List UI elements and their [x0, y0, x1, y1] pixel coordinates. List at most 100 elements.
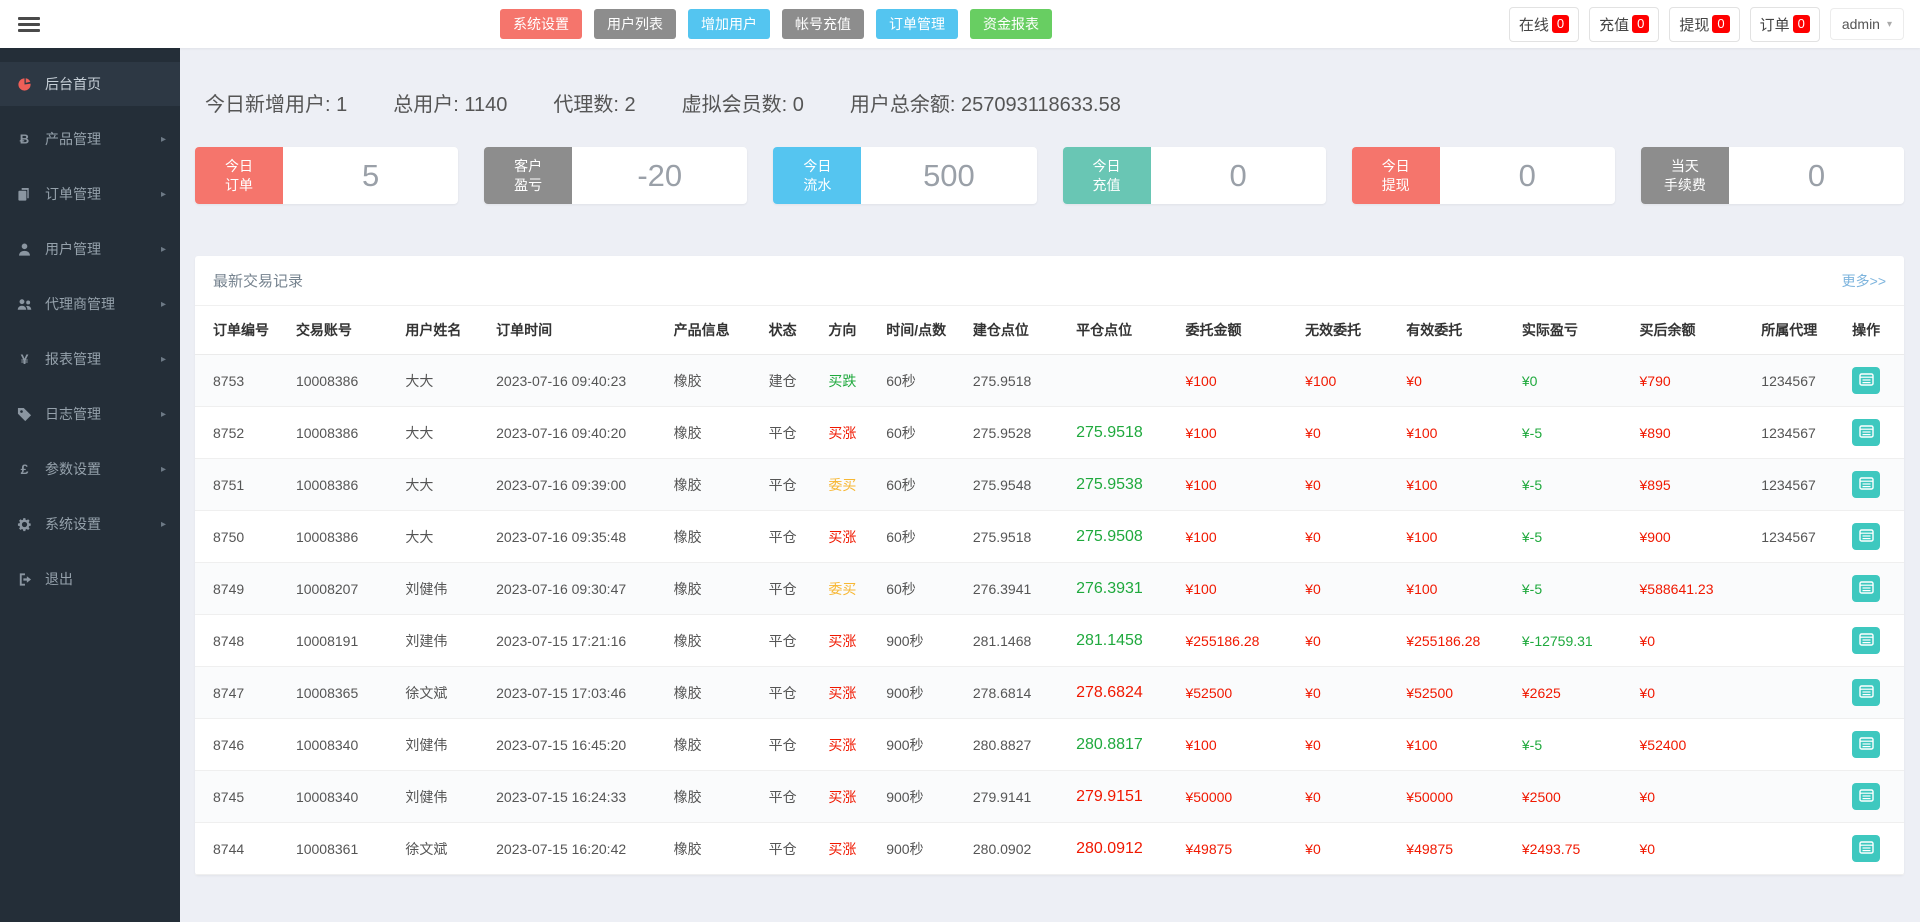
summary-用户总余额: 用户总余额257093118633.58: [850, 88, 1121, 117]
chevron-right-icon: ▸: [160, 133, 166, 145]
view-detail-button[interactable]: [1852, 731, 1881, 758]
view-detail-button[interactable]: [1852, 367, 1881, 394]
sidebar-item-代理商管理[interactable]: 代理商管理 ▸: [0, 282, 180, 326]
latest-trades-panel: 最新交易记录 更多>> 订单编号 交易账号 用户姓名 订单时间 产品信息 状态 方向 时间/点…: [195, 256, 1904, 875]
sidebar-item-用户管理[interactable]: 用户管理 ▸: [0, 227, 180, 271]
sidebar-item-订单管理[interactable]: 订单管理 ▸: [0, 172, 180, 216]
table-cell: ¥100: [1299, 354, 1401, 407]
table-cell: 60秒: [880, 406, 967, 459]
table-cell-operation: [1846, 666, 1904, 719]
table-cell: ¥890: [1633, 406, 1756, 459]
counter-充值[interactable]: 充值 0: [1589, 6, 1660, 42]
stat-card-当天手续费: 当天 手续费 0: [1640, 147, 1905, 204]
table-cell: 280.0902: [966, 822, 1071, 875]
table-cell: ¥-5: [1515, 510, 1634, 563]
table-cell: 2023-07-16 09:40:20: [490, 406, 668, 459]
sidebar-item-参数设置[interactable]: £ 参数设置 ▸: [0, 447, 180, 491]
table-row: 8751 10008386 大大 2023-07-16 09:39:00 橡胶 平仓 委买 6…: [195, 458, 1904, 511]
table-cell: 2023-07-16 09:40:23: [490, 354, 668, 407]
table-row: 8749 10008207 刘健伟 2023-07-16 09:30:47 橡胶 平仓 委买…: [195, 562, 1904, 615]
order-detail-icon: [1858, 424, 1874, 441]
summary-今日新增用户: 今日新增用户1: [205, 88, 347, 117]
table-cell: 900秒: [880, 614, 967, 667]
table-cell-operation: [1846, 562, 1904, 615]
view-detail-button[interactable]: [1852, 523, 1881, 550]
table-cell: ¥100: [1400, 718, 1516, 771]
sidebar-item-系统设置[interactable]: 系统设置 ▸: [0, 502, 180, 546]
order-detail-icon: [1858, 840, 1874, 857]
sidebar-item-label: 订单管理: [45, 186, 101, 202]
table-cell: 2023-07-16 09:39:00: [490, 458, 668, 511]
table-cell: ¥-5: [1515, 406, 1634, 459]
sidebar-item-日志管理[interactable]: 日志管理 ▸: [0, 392, 180, 436]
header-button-用户列表[interactable]: 用户列表: [594, 9, 676, 39]
counter-label: 在线: [1518, 16, 1549, 34]
table-cell: ¥0: [1299, 614, 1401, 667]
stat-card-label-line2: 提现: [1381, 176, 1410, 193]
table-cell: ¥100: [1179, 458, 1300, 511]
stat-cards: 今日 订单 5 客户 盈亏 -20 今日 流水 500 今日 充值 0 今日 提现 0 当天 手续费 0: [195, 147, 1905, 204]
view-detail-button[interactable]: [1852, 419, 1881, 446]
view-detail-button[interactable]: [1852, 575, 1881, 602]
param-icon: £: [14, 462, 34, 477]
counter-订单[interactable]: 订单 0: [1749, 6, 1820, 42]
counter-在线[interactable]: 在线 0: [1508, 6, 1580, 42]
table-cell: 281.1468: [966, 614, 1071, 667]
header-button-帐号充值[interactable]: 帐号充值: [782, 9, 864, 39]
table-row: 8745 10008340 刘健伟 2023-07-15 16:24:33 橡胶 平仓 买涨…: [195, 770, 1904, 823]
table-cell-operation: [1846, 822, 1904, 875]
table-cell: 10008207: [289, 562, 400, 615]
header-button-资金报表[interactable]: 资金报表: [970, 9, 1052, 39]
sidebar-item-后台首页[interactable]: 后台首页: [0, 62, 180, 106]
sidebar-item-产品管理[interactable]: Ƀ 产品管理 ▸: [0, 117, 180, 161]
admin-menu[interactable]: admin ▾: [1829, 8, 1904, 40]
table-cell: [1755, 666, 1847, 719]
order-detail-icon: [1858, 580, 1874, 597]
table-cell: 买涨: [822, 510, 881, 563]
view-detail-button[interactable]: [1852, 679, 1881, 706]
table-cell: 10008191: [289, 614, 400, 667]
column-header-交易账号: 交易账号: [289, 306, 400, 355]
table-cell: 60秒: [880, 510, 967, 563]
view-detail-button[interactable]: [1852, 627, 1881, 654]
table-cell: 276.3931: [1070, 562, 1180, 615]
table-cell: ¥0: [1299, 562, 1401, 615]
sidebar-item-label: 用户管理: [45, 241, 101, 257]
sidebar-item-label: 日志管理: [45, 406, 101, 422]
table-cell: 8751: [195, 458, 290, 511]
table-cell: 橡胶: [667, 406, 763, 459]
table-cell: [1755, 822, 1847, 875]
sidebar-item-label: 后台首页: [45, 76, 101, 92]
column-header-方向: 方向: [822, 306, 881, 355]
header-button-增加用户[interactable]: 增加用户: [688, 9, 770, 39]
table-cell: ¥0: [1299, 718, 1401, 771]
table-cell: 275.9508: [1070, 510, 1180, 563]
table-cell: [1755, 614, 1847, 667]
table-cell: 900秒: [880, 770, 967, 823]
column-header-所属代理: 所属代理: [1755, 306, 1847, 355]
table-cell: 280.0912: [1070, 822, 1180, 875]
table-cell: ¥52500: [1400, 666, 1516, 719]
order-detail-icon: [1858, 684, 1874, 701]
counter-label: 充值: [1599, 16, 1630, 34]
stat-card-今日流水: 今日 流水 500: [773, 147, 1037, 204]
main-content: 今日新增用户1总用户1140代理数2虚拟会员数0用户总余额25709311863…: [180, 48, 1920, 875]
header-button-订单管理[interactable]: 订单管理: [876, 9, 958, 39]
more-link[interactable]: 更多>>: [1841, 272, 1886, 289]
view-detail-button[interactable]: [1852, 835, 1881, 862]
counter-badge: 0: [1632, 14, 1650, 34]
sidebar-item-退出[interactable]: 退出: [0, 557, 180, 601]
menu-toggle-icon[interactable]: [18, 14, 40, 35]
view-detail-button[interactable]: [1852, 471, 1881, 498]
sidebar-item-报表管理[interactable]: ¥ 报表管理 ▸: [0, 337, 180, 381]
summary-label: 虚拟会员数: [682, 94, 793, 116]
view-detail-button[interactable]: [1852, 783, 1881, 810]
stat-card-label: 今日 提现: [1351, 147, 1440, 204]
dashboard-icon: [14, 77, 34, 92]
table-cell: ¥52400: [1633, 718, 1756, 771]
counter-提现[interactable]: 提现 0: [1669, 6, 1740, 42]
table-cell: ¥50000: [1400, 770, 1516, 823]
header-button-系统设置[interactable]: 系统设置: [500, 9, 582, 39]
order-icon: [14, 187, 34, 202]
table-cell: [1755, 770, 1847, 823]
